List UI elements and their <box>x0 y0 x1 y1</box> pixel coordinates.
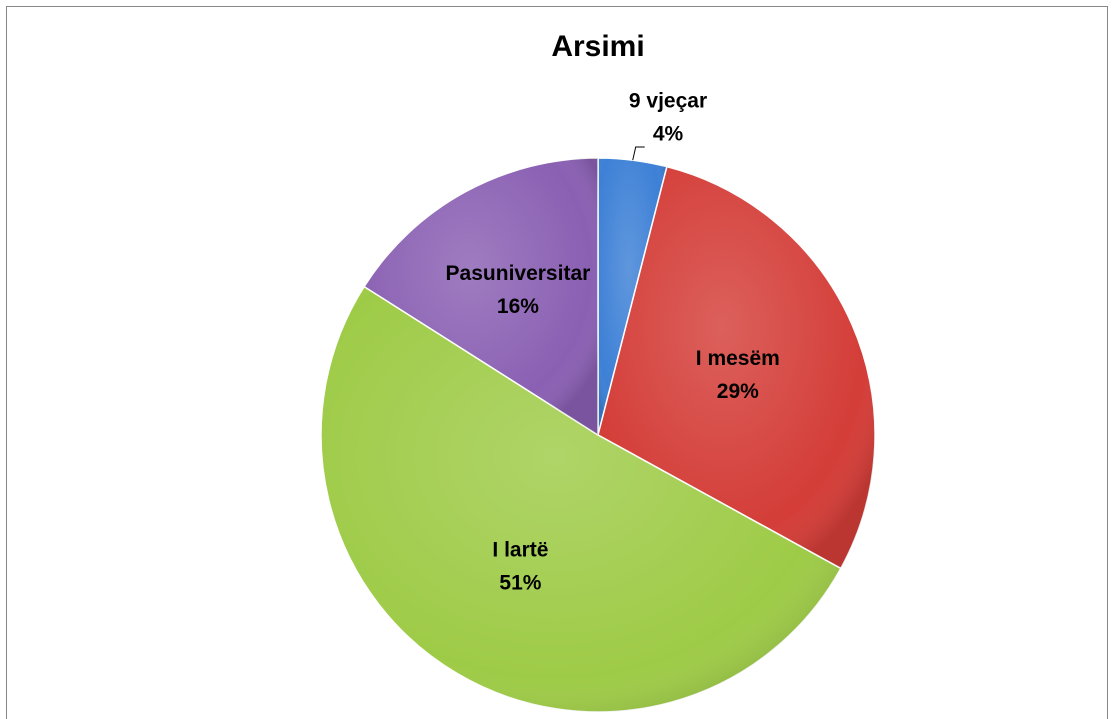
chart-frame <box>6 6 1108 719</box>
slice-shade <box>321 286 841 712</box>
data-label-name: 9 vjeçar <box>629 90 707 113</box>
data-label-name: I lartë <box>492 539 548 562</box>
data-label-value: 4% <box>653 123 684 146</box>
data-label-value: 29% <box>717 380 759 403</box>
data-label-name: Pasuniversitar <box>446 262 591 285</box>
chart-title: Arsimi <box>551 30 644 63</box>
data-label-value: 16% <box>497 295 539 318</box>
data-label-name: I mesëm <box>696 347 780 370</box>
leader-line <box>632 146 645 161</box>
data-label-value: 51% <box>499 572 541 595</box>
slice-shade <box>364 158 598 435</box>
slice-shade <box>598 166 875 569</box>
